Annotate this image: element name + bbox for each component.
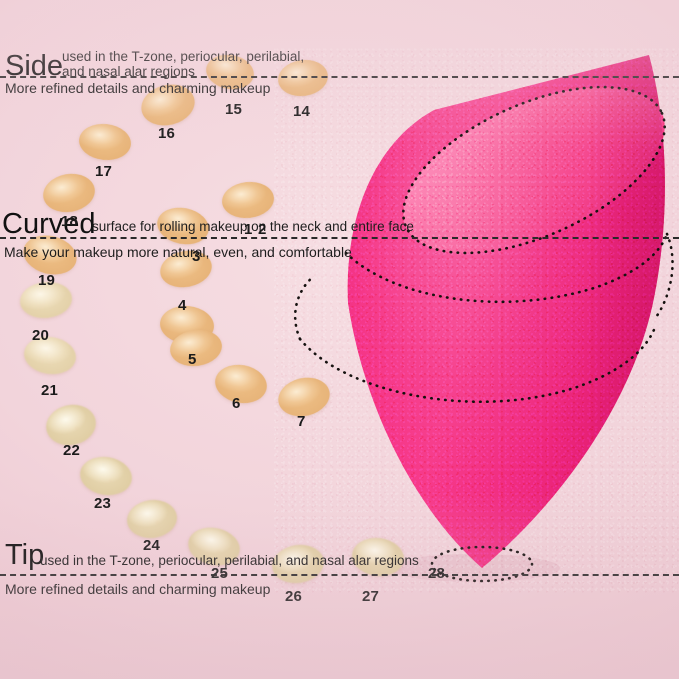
zone-outline-curved-left	[293, 274, 316, 341]
swatch-number-20: 20	[32, 327, 50, 344]
swatch-number-4: 4	[178, 297, 187, 314]
zone-outline-curved-lower	[298, 322, 658, 403]
swatch-number-28: 28	[428, 565, 446, 582]
subtitle-side: More refined details and charming makeup	[5, 80, 271, 96]
separator-tip	[0, 574, 679, 576]
separator-curved	[0, 237, 679, 239]
swatch-number-22: 22	[63, 442, 81, 459]
sponge-illustration	[293, 55, 674, 583]
subtitle-tip: More refined details and charming makeup	[5, 581, 271, 597]
swatch-number-17: 17	[95, 163, 113, 180]
swatch-number-27: 27	[362, 588, 380, 605]
sponge-edge-shade	[347, 55, 665, 568]
swatch-number-5: 5	[188, 351, 197, 368]
swatch-number-14: 14	[293, 103, 311, 120]
swatch-number-1: 1	[244, 221, 253, 238]
lede-side: used in the T-zone, periocular, perilabi…	[62, 49, 305, 79]
lede-curved: surface for rolling makeup on the neck a…	[92, 219, 414, 234]
swatch-number-24: 24	[143, 537, 161, 554]
heading-side: Side	[5, 50, 64, 82]
foundation-swatch	[212, 360, 270, 408]
foundation-swatch	[77, 121, 133, 163]
foundation-swatch	[124, 497, 180, 541]
swatch-number-23: 23	[94, 495, 112, 512]
heading-curved: Curved	[2, 208, 96, 240]
lede-tip: used in the T-zone, periocular, perilabi…	[40, 553, 419, 568]
foundation-swatch	[21, 333, 79, 378]
swatch-number-6: 6	[232, 395, 241, 412]
swatch-number-26: 26	[285, 588, 303, 605]
subtitle-curved: Make your makeup more natural, even, and…	[4, 244, 352, 260]
swatch-number-25: 25	[211, 565, 229, 582]
zone-outline-side	[402, 85, 666, 255]
swatch-number-16: 16	[158, 125, 176, 142]
swatch-number-18: 18	[61, 213, 79, 230]
foundation-swatch	[77, 453, 135, 499]
separator-side	[0, 76, 679, 78]
swatch-number-15: 15	[225, 101, 243, 118]
heading-tip: Tip	[5, 539, 45, 571]
swatch-number-7: 7	[297, 413, 306, 430]
swatch-number-21: 21	[41, 382, 59, 399]
swatch-number-2: 2	[258, 221, 267, 238]
makeup-sponge	[274, 48, 679, 593]
zone-outline-tip	[430, 545, 534, 583]
foundation-swatch	[220, 179, 276, 221]
zone-outline-curved-upper	[344, 232, 669, 304]
swatch-number-3: 3	[192, 248, 201, 265]
swatch-number-19: 19	[38, 272, 56, 289]
zone-outline-curved-right	[652, 232, 674, 322]
